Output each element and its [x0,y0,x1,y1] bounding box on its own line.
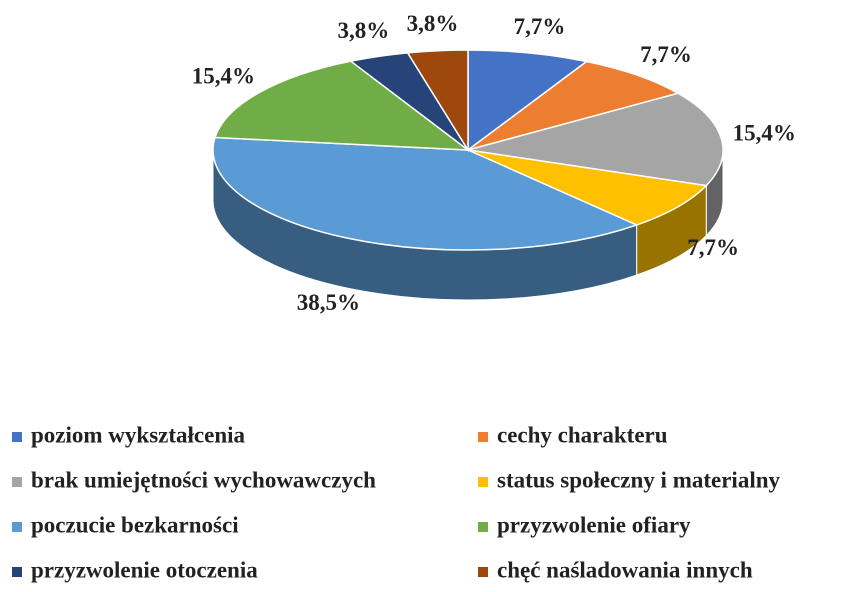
legend-label: przyzwolenie otoczenia [31,557,258,582]
legend-label: poczucie bezkarności [31,512,239,537]
slice [467,149,708,226]
legend-label: chęć naśladowania innych [497,557,753,582]
data-label: 15,4% [192,64,255,89]
legend-label: przyzwolenie ofiary [497,512,691,537]
slice [406,49,469,153]
legend-swatch [478,432,488,442]
data-label: 15,4% [733,120,796,145]
slice [212,136,639,251]
legend-swatch [12,522,22,532]
legend-swatch [12,477,22,487]
legend-swatch [12,567,22,577]
slice [213,60,471,151]
data-label: 3,8% [407,11,459,36]
slice [467,92,724,187]
legend-label: brak umiejętności wychowawczych [31,467,376,492]
data-label: 38,5% [297,290,360,315]
legend-label: status społeczny i materialny [497,467,781,492]
legend-swatch [12,432,22,442]
legend-swatch [478,477,488,487]
legend-label: cechy charakteru [497,422,668,447]
data-label: 7,7% [640,42,692,67]
slice [467,60,680,151]
legend-label: poziom wykształcenia [31,422,246,447]
data-label: 7,7% [687,235,739,260]
legend-swatch [478,522,488,532]
data-label: 7,7% [514,14,566,39]
legend-swatch [478,567,488,577]
slice [467,49,589,152]
data-label: 3,8% [338,18,390,43]
